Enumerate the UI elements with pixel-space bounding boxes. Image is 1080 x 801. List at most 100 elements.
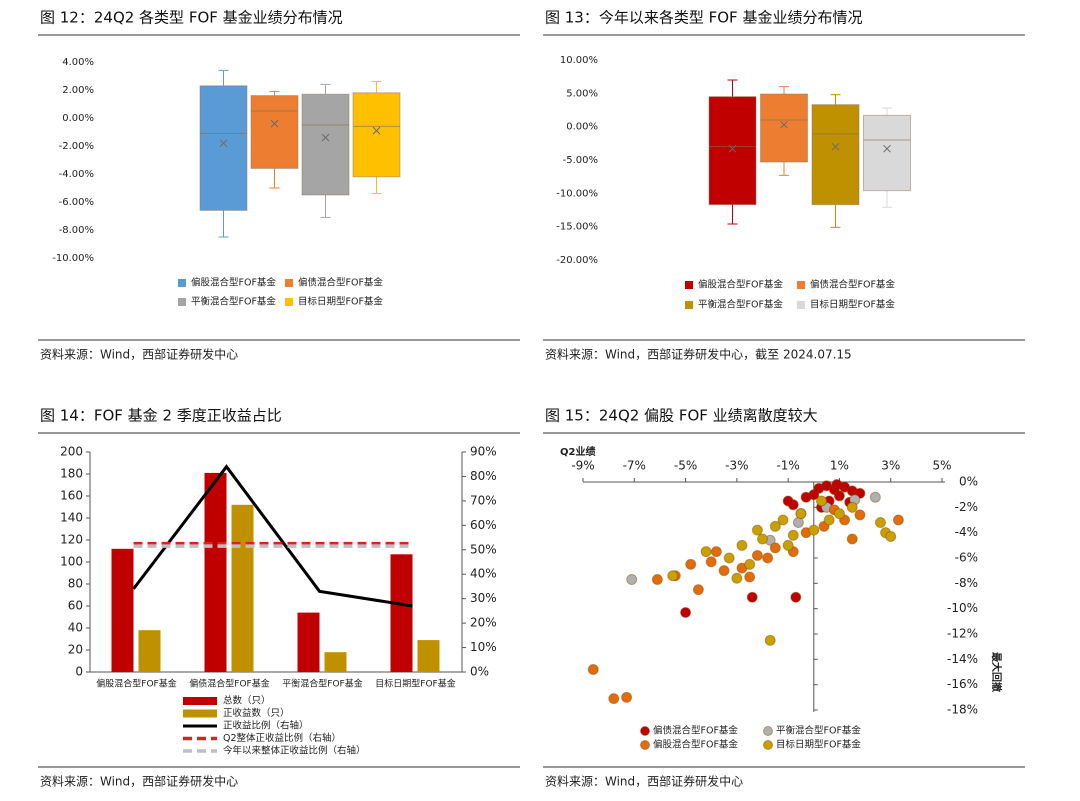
scatter-point	[731, 572, 743, 584]
legend-label: 今年以来整体正收益比例（右轴）	[223, 745, 366, 757]
scatter-point	[718, 565, 730, 577]
y-tick-label: 120	[60, 533, 83, 547]
mean-marker	[372, 126, 381, 135]
legend-swatch	[285, 279, 293, 287]
scatter-point	[751, 524, 763, 536]
source-note: 资料来源：Wind，西部证券研发中心	[545, 774, 743, 789]
scatter-point	[692, 584, 704, 596]
legend-label: 偏股混合型FOF基金	[191, 277, 276, 289]
y2-tick-label: 40%	[470, 567, 497, 581]
y-tick-label: -2.00%	[59, 141, 94, 152]
scatter-point	[621, 691, 633, 703]
mean-marker	[883, 144, 891, 153]
scatter-point	[667, 570, 679, 582]
y-tick-label: -10.00%	[52, 253, 94, 264]
legend-swatch	[685, 281, 693, 289]
y-tick-label: 40	[68, 621, 83, 635]
legend-swatch	[640, 740, 650, 750]
y-tick-label: 160	[60, 489, 83, 503]
scatter-point	[885, 530, 897, 542]
line	[132, 464, 413, 608]
scatter-point	[815, 495, 827, 507]
legend-label: 偏股混合型FOF基金	[653, 739, 738, 751]
scatter-point	[764, 634, 776, 646]
scatter-point	[854, 509, 866, 521]
scatter-point	[846, 533, 858, 545]
y-tick-label: 140	[60, 511, 83, 525]
y-tick-label: 0%	[959, 475, 978, 489]
legend-swatch	[285, 298, 293, 306]
scatter-point	[762, 552, 774, 564]
bar	[231, 504, 254, 672]
x-tick-label: 偏债混合型FOF基金	[189, 678, 269, 690]
y-tick-label: 80	[68, 577, 83, 591]
y-tick-label: -8%	[955, 576, 978, 590]
y-tick-label: 0.00%	[62, 113, 94, 124]
x-tick-label: 平衡混合型FOF基金	[282, 678, 362, 690]
y-tick-label: -4.00%	[59, 169, 94, 180]
scatter-point	[869, 491, 881, 503]
legend-label: 偏债混合型FOF基金	[810, 279, 895, 291]
y-tick-label: -6%	[955, 551, 978, 565]
legend-swatch	[178, 279, 186, 287]
bar	[390, 554, 413, 672]
x-tick-label: 5%	[932, 459, 951, 473]
y2-tick-label: 80%	[470, 469, 497, 483]
scatter-point	[744, 558, 756, 570]
scatter-point	[736, 539, 748, 551]
figure-title: 图 14：FOF 基金 2 季度正收益占比	[40, 407, 282, 425]
y-axis-title: 最大回撤	[990, 652, 1003, 692]
scatter-point	[795, 508, 807, 520]
mean-marker	[219, 139, 228, 148]
legend-swatch	[763, 726, 773, 736]
x-tick-label: -5%	[674, 459, 697, 473]
bar	[111, 548, 134, 672]
scatter-point	[651, 574, 663, 586]
legend-label: 目标日期型FOF基金	[810, 299, 895, 311]
y-tick-label: -10.00%	[556, 188, 598, 199]
scatter-point	[746, 591, 758, 603]
legend-label: 偏股混合型FOF基金	[698, 279, 783, 291]
legend-swatch	[183, 697, 217, 705]
mean-marker	[321, 133, 330, 142]
y-tick-label: -14%	[947, 652, 978, 666]
x-tick-label: -1%	[776, 459, 799, 473]
legend-label: 偏债混合型FOF基金	[653, 725, 738, 737]
scatter-point	[723, 552, 735, 564]
y-tick-label: 10.00%	[560, 55, 598, 66]
y2-tick-label: 0%	[470, 665, 489, 679]
box	[352, 92, 401, 178]
x-tick-label: 1%	[830, 459, 849, 473]
legend-label: 平衡混合型FOF基金	[776, 725, 861, 737]
scatter-point	[833, 508, 845, 520]
scatter-point	[705, 556, 717, 568]
legend-swatch	[797, 301, 805, 309]
source-note: 资料来源：Wind，西部证券研发中心	[40, 774, 238, 789]
legend-swatch	[640, 726, 650, 736]
y2-tick-label: 50%	[470, 542, 497, 556]
scatter-point	[823, 514, 835, 526]
legend-label: 正收益比例（右轴）	[223, 720, 309, 732]
y-tick-label: -12%	[947, 627, 978, 641]
y-tick-label: 20	[68, 643, 83, 657]
x-tick-label: 目标日期型FOF基金	[375, 678, 455, 690]
box	[199, 85, 248, 211]
scatter-point	[831, 479, 843, 491]
scatter-point	[800, 491, 812, 503]
y-tick-label: 4.00%	[62, 57, 94, 68]
y-tick-label: -5.00%	[563, 155, 598, 166]
y-tick-label: -2%	[955, 500, 978, 514]
scatter-point	[846, 501, 858, 513]
scatter-point	[751, 549, 763, 561]
scatter-point	[608, 693, 620, 705]
scatter-point	[808, 524, 820, 536]
scatter-point	[892, 514, 904, 526]
bar	[324, 652, 347, 672]
scatter-point	[685, 558, 697, 570]
figure-title: 图 15：24Q2 偏股 FOF 业绩离散度较大	[545, 407, 818, 425]
y-tick-label: 60	[68, 599, 83, 613]
scatter-point	[680, 606, 692, 618]
x-tick-label: -3%	[725, 459, 748, 473]
scatter-point	[782, 495, 794, 507]
legend-swatch	[797, 281, 805, 289]
